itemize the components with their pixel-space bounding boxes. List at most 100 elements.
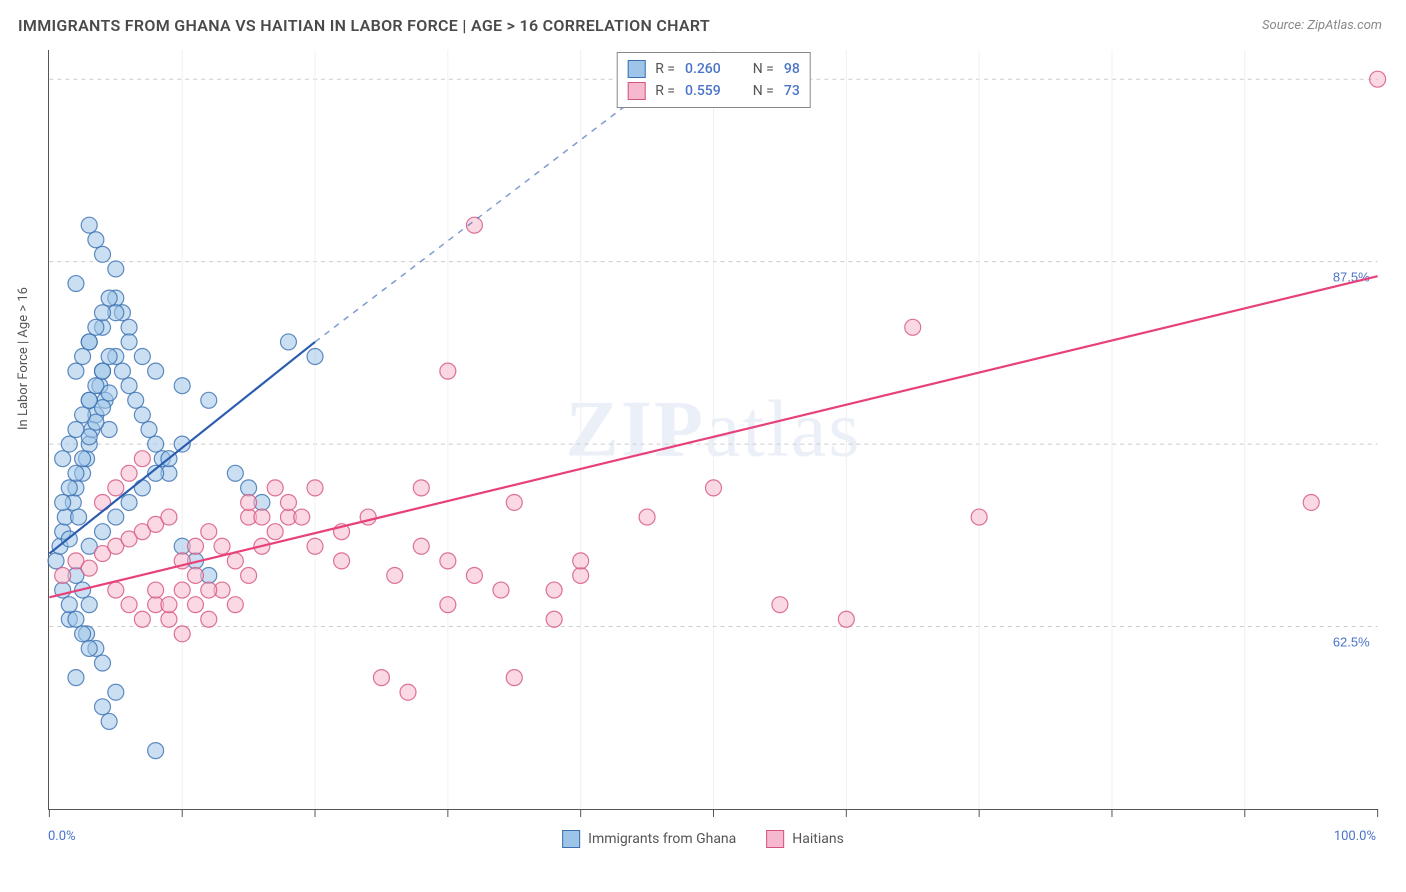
data-point [121, 319, 137, 335]
data-point [68, 670, 84, 686]
data-point [546, 611, 562, 627]
data-point [88, 378, 104, 394]
data-point [1303, 494, 1319, 510]
data-point [440, 553, 456, 569]
x-tick-max: 100.0% [1334, 829, 1376, 844]
chart-container: IMMIGRANTS FROM GHANA VS HAITIAN IN LABO… [0, 0, 1406, 892]
plot-area: ZIPatlas 62.5%87.5% R = 0.260 N = 98 R =… [48, 50, 1378, 810]
data-point [440, 363, 456, 379]
data-point [201, 611, 217, 627]
data-point [101, 713, 117, 729]
data-point [201, 524, 217, 540]
data-point [55, 494, 71, 510]
data-point [227, 465, 243, 481]
data-point [413, 480, 429, 496]
data-point [772, 597, 788, 613]
data-point [95, 655, 111, 671]
data-point [466, 567, 482, 583]
data-point [61, 436, 77, 452]
stat-r-value: 0.559 [685, 83, 721, 99]
data-point [61, 597, 77, 613]
data-point [95, 524, 111, 540]
data-point [148, 363, 164, 379]
data-point [174, 626, 190, 642]
data-point [187, 567, 203, 583]
data-point [161, 611, 177, 627]
data-point [55, 567, 71, 583]
data-point [227, 553, 243, 569]
data-point [201, 392, 217, 408]
data-point [573, 567, 589, 583]
data-point [241, 480, 257, 496]
data-point [161, 509, 177, 525]
stat-swatch [627, 82, 645, 100]
data-point [121, 378, 137, 394]
legend-item: Haitians [766, 830, 844, 848]
data-point [838, 611, 854, 627]
data-point [201, 582, 217, 598]
data-point [254, 509, 270, 525]
data-point [706, 480, 722, 496]
data-point [400, 684, 416, 700]
legend-swatch [562, 830, 580, 848]
data-point [108, 509, 124, 525]
legend-label: Immigrants from Ghana [588, 831, 736, 847]
data-point [108, 684, 124, 700]
data-point [307, 349, 323, 365]
data-point [95, 699, 111, 715]
data-point [88, 319, 104, 335]
data-point [88, 232, 104, 248]
y-axis-label: In Labor Force | Age > 16 [16, 287, 31, 430]
data-point [307, 538, 323, 554]
x-tick-min: 0.0% [48, 829, 76, 844]
data-point [101, 290, 117, 306]
data-point [214, 538, 230, 554]
data-point [81, 334, 97, 350]
source-attribution: Source: ZipAtlas.com [1262, 18, 1382, 33]
data-point [506, 670, 522, 686]
legend-swatch [766, 830, 784, 848]
data-point [95, 246, 111, 262]
data-point [280, 494, 296, 510]
data-point [71, 509, 87, 525]
data-point [227, 597, 243, 613]
data-point [413, 538, 429, 554]
data-point [506, 494, 522, 510]
stats-row: R = 0.260 N = 98 [627, 58, 800, 80]
data-point [280, 334, 296, 350]
data-point [114, 363, 130, 379]
legend-item: Immigrants from Ghana [562, 830, 736, 848]
data-point [440, 597, 456, 613]
data-point [75, 626, 91, 642]
stat-r-label: R = [655, 83, 675, 99]
data-point [108, 261, 124, 277]
data-point [267, 524, 283, 540]
data-point [68, 465, 84, 481]
chart-title: IMMIGRANTS FROM GHANA VS HAITIAN IN LABO… [18, 16, 710, 35]
data-point [134, 349, 150, 365]
data-point [95, 305, 111, 321]
legend-label: Haitians [792, 831, 844, 847]
stat-r-value: 0.260 [685, 61, 721, 77]
data-point [68, 363, 84, 379]
data-point [81, 560, 97, 576]
data-point [187, 538, 203, 554]
data-point [1370, 71, 1386, 87]
data-point [81, 217, 97, 233]
data-point [134, 611, 150, 627]
data-point [174, 378, 190, 394]
data-point [546, 582, 562, 598]
stats-row: R = 0.559 N = 73 [627, 80, 800, 102]
data-point [241, 567, 257, 583]
data-point [121, 334, 137, 350]
data-point [75, 451, 91, 467]
data-point [121, 597, 137, 613]
data-point [108, 582, 124, 598]
data-point [61, 480, 77, 496]
data-point [55, 451, 71, 467]
y-tick-label: 62.5% [1333, 635, 1370, 650]
data-point [68, 422, 84, 438]
data-point [148, 436, 164, 452]
data-point [141, 422, 157, 438]
data-point [639, 509, 655, 525]
